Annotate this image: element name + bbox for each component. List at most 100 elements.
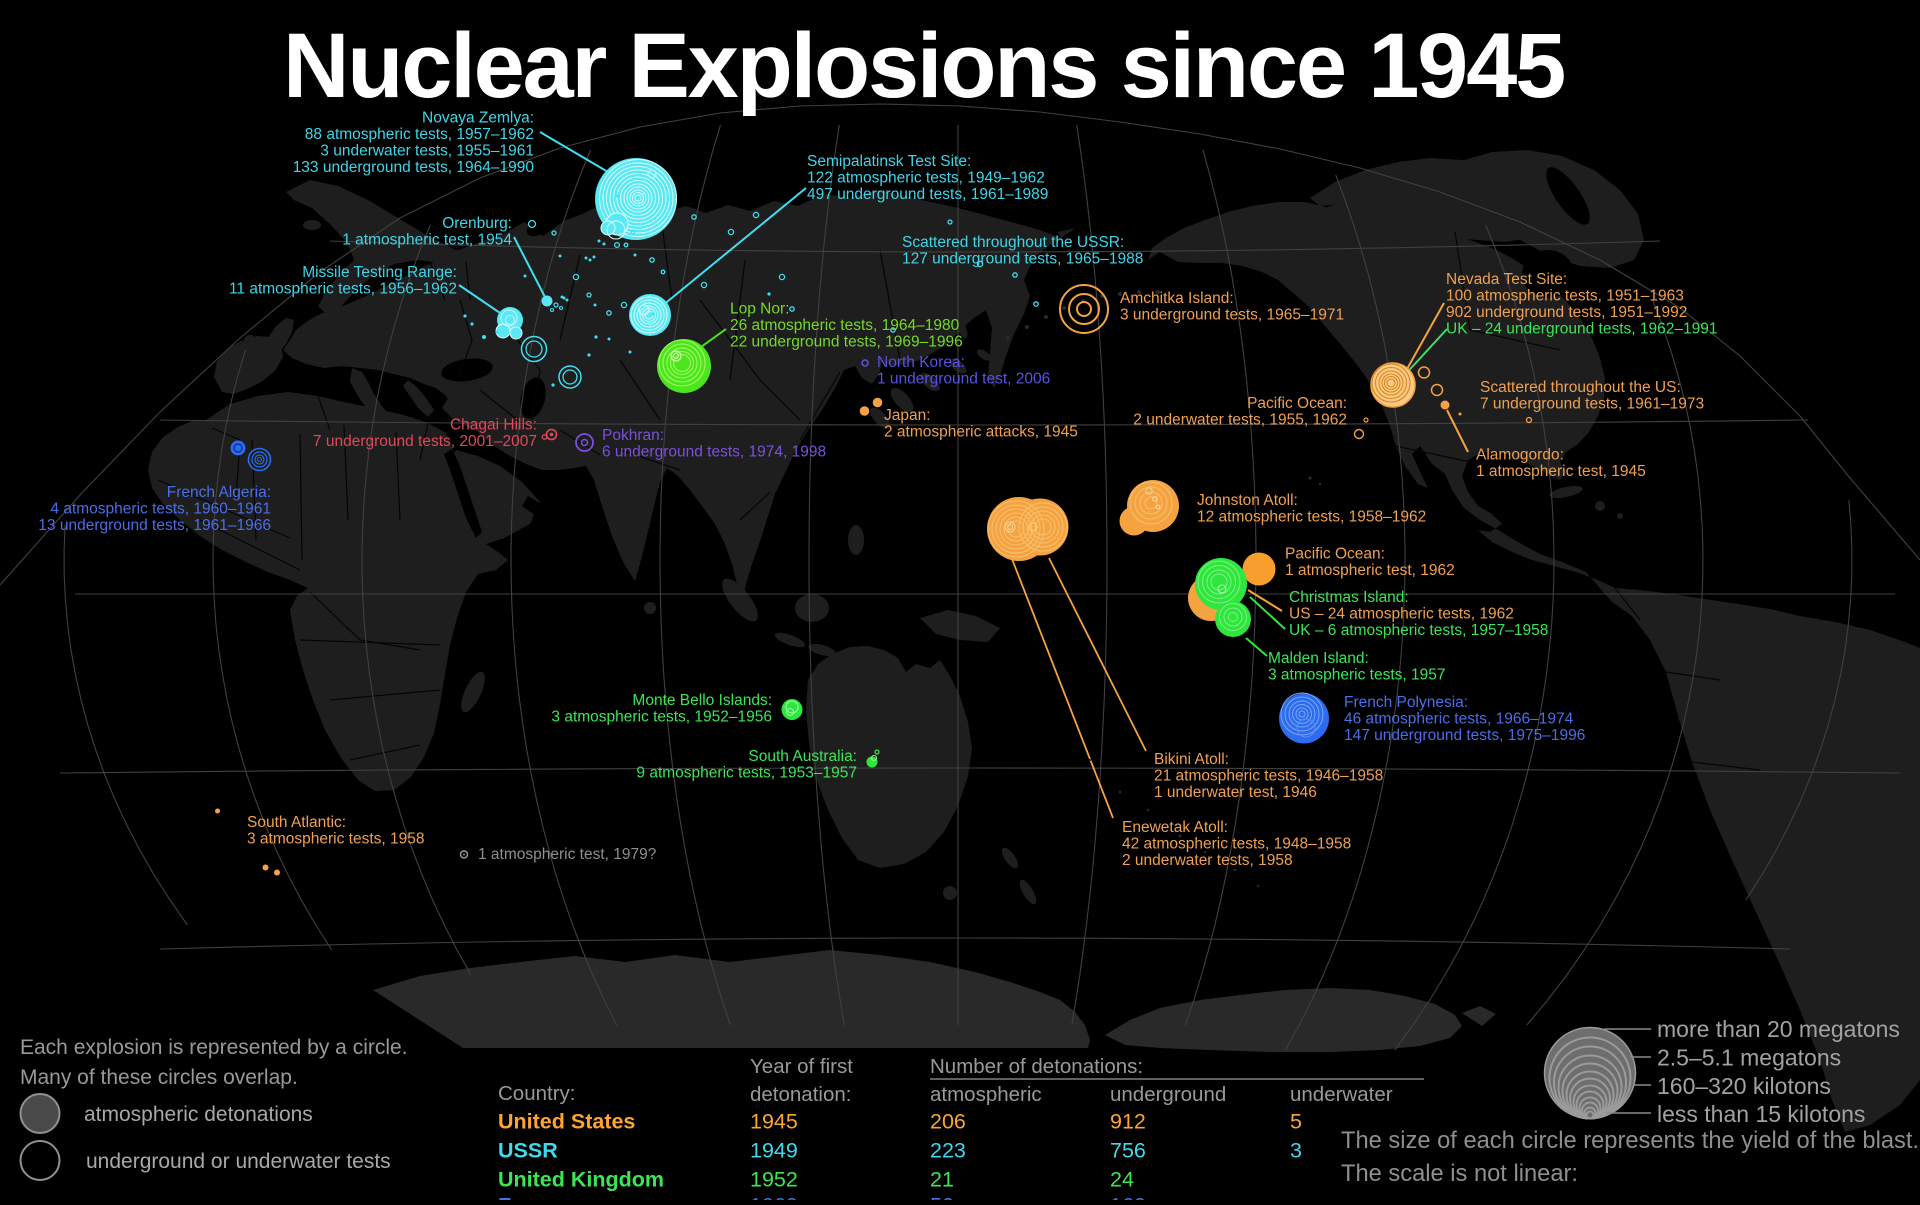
svg-text:3 atmospheric tests, 1958: 3 atmospheric tests, 1958 bbox=[247, 831, 425, 848]
svg-text:902 underground tests, 1951–19: 902 underground tests, 1951–1992 bbox=[1446, 304, 1687, 321]
svg-text:1 atmospheric test, 1945: 1 atmospheric test, 1945 bbox=[1476, 463, 1646, 480]
svg-text:11 atmospheric tests, 1956–196: 11 atmospheric tests, 1956–1962 bbox=[229, 281, 457, 298]
svg-text:Japan:: Japan: bbox=[884, 407, 931, 424]
svg-text:Pacific Ocean:: Pacific Ocean: bbox=[1285, 546, 1385, 563]
svg-text:Chagai Hills:: Chagai Hills: bbox=[450, 417, 537, 434]
svg-text:4 atmospheric tests, 1960–1961: 4 atmospheric tests, 1960–1961 bbox=[50, 501, 271, 518]
svg-text:Many of these circles overlap.: Many of these circles overlap. bbox=[20, 1066, 298, 1089]
svg-text:Malden Island:: Malden Island: bbox=[1268, 650, 1369, 667]
svg-text:South Australia:: South Australia: bbox=[748, 748, 857, 765]
svg-text:Monte Bello Islands:: Monte Bello Islands: bbox=[632, 692, 772, 709]
svg-text:160: 160 bbox=[1110, 1194, 1146, 1201]
svg-text:Nuclear Explosions since 1945: Nuclear Explosions since 1945 bbox=[283, 15, 1564, 117]
svg-text:Alamogordo:: Alamogordo: bbox=[1476, 447, 1564, 464]
svg-text:2.5–5.1 megatons: 2.5–5.1 megatons bbox=[1657, 1045, 1841, 1071]
svg-text:21 atmospheric tests, 1946–195: 21 atmospheric tests, 1946–1958 bbox=[1154, 768, 1383, 785]
svg-text:Novaya Zemlya:: Novaya Zemlya: bbox=[422, 110, 534, 127]
svg-text:France: France bbox=[498, 1194, 569, 1201]
svg-text:122 atmospheric tests, 1949–19: 122 atmospheric tests, 1949–1962 bbox=[807, 170, 1045, 187]
svg-text:US – 24 atmospheric tests, 196: US – 24 atmospheric tests, 1962 bbox=[1289, 606, 1514, 623]
svg-text:French Polynesia:: French Polynesia: bbox=[1344, 694, 1468, 711]
svg-text:underground: underground bbox=[1110, 1083, 1226, 1106]
svg-text:2 underwater tests, 1958: 2 underwater tests, 1958 bbox=[1122, 852, 1293, 869]
svg-text:South Atlantic:: South Atlantic: bbox=[247, 814, 346, 831]
svg-text:Enewetak Atoll:: Enewetak Atoll: bbox=[1122, 819, 1228, 836]
svg-text:3 underwater tests, 1955–1961: 3 underwater tests, 1955–1961 bbox=[320, 143, 534, 160]
svg-text:756: 756 bbox=[1110, 1139, 1146, 1163]
svg-text:Each explosion is represented: Each explosion is represented by a circl… bbox=[20, 1036, 408, 1059]
svg-text:3: 3 bbox=[1290, 1139, 1302, 1163]
svg-text:detonation:: detonation: bbox=[750, 1083, 851, 1106]
svg-text:atmospheric: atmospheric bbox=[930, 1083, 1042, 1106]
svg-text:497 underground tests, 1961–19: 497 underground tests, 1961–1989 bbox=[807, 186, 1048, 203]
svg-text:1 atmospheric test, 1954: 1 atmospheric test, 1954 bbox=[342, 232, 512, 249]
svg-text:50: 50 bbox=[930, 1194, 954, 1201]
svg-text:160–320 kilotons: 160–320 kilotons bbox=[1657, 1073, 1831, 1099]
svg-text:Scattered throughout the USSR:: Scattered throughout the USSR: bbox=[902, 234, 1124, 251]
svg-text:24: 24 bbox=[1110, 1168, 1134, 1192]
svg-text:Semipalatinsk Test Site:: Semipalatinsk Test Site: bbox=[807, 153, 971, 170]
svg-text:The scale is not linear:: The scale is not linear: bbox=[1341, 1161, 1578, 1187]
svg-text:1949: 1949 bbox=[750, 1139, 798, 1163]
svg-text:3 atmospheric tests, 1952–1956: 3 atmospheric tests, 1952–1956 bbox=[551, 709, 772, 726]
svg-text:22 underground tests, 1969–199: 22 underground tests, 1969–1996 bbox=[730, 334, 963, 351]
svg-text:less than 15 kilotons: less than 15 kilotons bbox=[1657, 1101, 1865, 1127]
svg-text:USSR: USSR bbox=[498, 1139, 558, 1163]
svg-text:Number of detonations:: Number of detonations: bbox=[930, 1055, 1143, 1078]
svg-text:9 atmospheric tests, 1953–1957: 9 atmospheric tests, 1953–1957 bbox=[636, 765, 857, 782]
svg-text:Missile Testing Range:: Missile Testing Range: bbox=[302, 264, 457, 281]
svg-text:7 underground tests, 2001–2007: 7 underground tests, 2001–2007 bbox=[313, 433, 537, 450]
svg-text:1952: 1952 bbox=[750, 1168, 798, 1192]
svg-text:206: 206 bbox=[930, 1110, 966, 1134]
svg-text:1 atmospheric test, 1962: 1 atmospheric test, 1962 bbox=[1285, 562, 1455, 579]
svg-text:Pacific Ocean:: Pacific Ocean: bbox=[1247, 395, 1347, 412]
svg-text:Year of first: Year of first bbox=[750, 1055, 853, 1078]
svg-text:42 atmospheric tests, 1948–195: 42 atmospheric tests, 1948–1958 bbox=[1122, 836, 1351, 853]
svg-text:127 underground tests, 1965–19: 127 underground tests, 1965–1988 bbox=[902, 251, 1143, 268]
svg-text:46 atmospheric tests, 1966–197: 46 atmospheric tests, 1966–1974 bbox=[1344, 711, 1574, 728]
svg-text:912: 912 bbox=[1110, 1110, 1146, 1134]
svg-text:133 underground tests, 1964–19: 133 underground tests, 1964–1990 bbox=[293, 159, 535, 176]
svg-text:147 underground tests, 1975–19: 147 underground tests, 1975–1996 bbox=[1344, 727, 1585, 744]
svg-text:UK – 6 atmospheric tests, 1957: UK – 6 atmospheric tests, 1957–1958 bbox=[1289, 622, 1548, 639]
svg-text:88 atmospheric tests, 1957–196: 88 atmospheric tests, 1957–1962 bbox=[305, 126, 534, 143]
svg-text:United States: United States bbox=[498, 1110, 635, 1134]
svg-text:21: 21 bbox=[930, 1168, 954, 1192]
svg-text:Scattered throughout the US:: Scattered throughout the US: bbox=[1480, 379, 1681, 396]
svg-text:223: 223 bbox=[930, 1139, 966, 1163]
svg-text:Bikini Atoll:: Bikini Atoll: bbox=[1154, 751, 1229, 768]
svg-text:Nevada Test Site:: Nevada Test Site: bbox=[1446, 271, 1567, 288]
svg-text:Country:: Country: bbox=[498, 1082, 575, 1105]
svg-text:12 atmospheric tests, 1958–196: 12 atmospheric tests, 1958–1962 bbox=[1197, 509, 1426, 526]
svg-text:13 underground tests, 1961–196: 13 underground tests, 1961–1966 bbox=[38, 517, 271, 534]
svg-text:Orenburg:: Orenburg: bbox=[442, 215, 512, 232]
svg-text:26 atmospheric tests, 1964–198: 26 atmospheric tests, 1964–1980 bbox=[730, 317, 960, 334]
svg-text:underwater: underwater bbox=[1290, 1083, 1393, 1106]
svg-text:6 underground tests, 1974, 199: 6 underground tests, 1974, 1998 bbox=[602, 444, 826, 461]
svg-text:1 underwater test, 1946: 1 underwater test, 1946 bbox=[1154, 784, 1317, 801]
svg-text:2 underwater tests, 1955, 1962: 2 underwater tests, 1955, 1962 bbox=[1133, 412, 1347, 429]
svg-text:UK – 24 underground tests, 196: UK – 24 underground tests, 1962–1991 bbox=[1446, 321, 1717, 338]
svg-text:2 atmospheric attacks, 1945: 2 atmospheric attacks, 1945 bbox=[884, 424, 1078, 441]
svg-text:United Kingdom: United Kingdom bbox=[498, 1168, 664, 1192]
svg-text:7 underground tests, 1961–1973: 7 underground tests, 1961–1973 bbox=[1480, 396, 1704, 413]
svg-text:3 underground tests, 1965–1971: 3 underground tests, 1965–1971 bbox=[1120, 307, 1344, 324]
svg-text:The size of each circle repres: The size of each circle represents the y… bbox=[1341, 1128, 1919, 1154]
svg-text:atmospheric detonations: atmospheric detonations bbox=[84, 1103, 313, 1126]
svg-text:Pokhran:: Pokhran: bbox=[602, 427, 664, 444]
svg-text:more than 20 megatons: more than 20 megatons bbox=[1657, 1016, 1900, 1042]
svg-text:1960: 1960 bbox=[750, 1194, 798, 1201]
svg-text:5: 5 bbox=[1290, 1110, 1302, 1134]
svg-text:Amchitka Island:: Amchitka Island: bbox=[1120, 290, 1234, 307]
svg-text:Christmas Island:: Christmas Island: bbox=[1289, 589, 1409, 606]
svg-text:Johnston Atoll:: Johnston Atoll: bbox=[1197, 492, 1298, 509]
svg-text:1 underground test, 2006: 1 underground test, 2006 bbox=[877, 371, 1050, 388]
svg-text:1 atmospheric test, 1979?: 1 atmospheric test, 1979? bbox=[478, 846, 657, 863]
svg-text:Lop Nor:: Lop Nor: bbox=[730, 301, 789, 318]
svg-text:French Algeria:: French Algeria: bbox=[167, 484, 271, 501]
svg-text:1945: 1945 bbox=[750, 1110, 798, 1134]
svg-text:North Korea:: North Korea: bbox=[877, 354, 965, 371]
svg-text:underground or underwater test: underground or underwater tests bbox=[86, 1150, 391, 1173]
svg-text:100 atmospheric tests, 1951–19: 100 atmospheric tests, 1951–1963 bbox=[1446, 288, 1684, 305]
svg-text:3 atmospheric tests, 1957: 3 atmospheric tests, 1957 bbox=[1268, 667, 1446, 684]
